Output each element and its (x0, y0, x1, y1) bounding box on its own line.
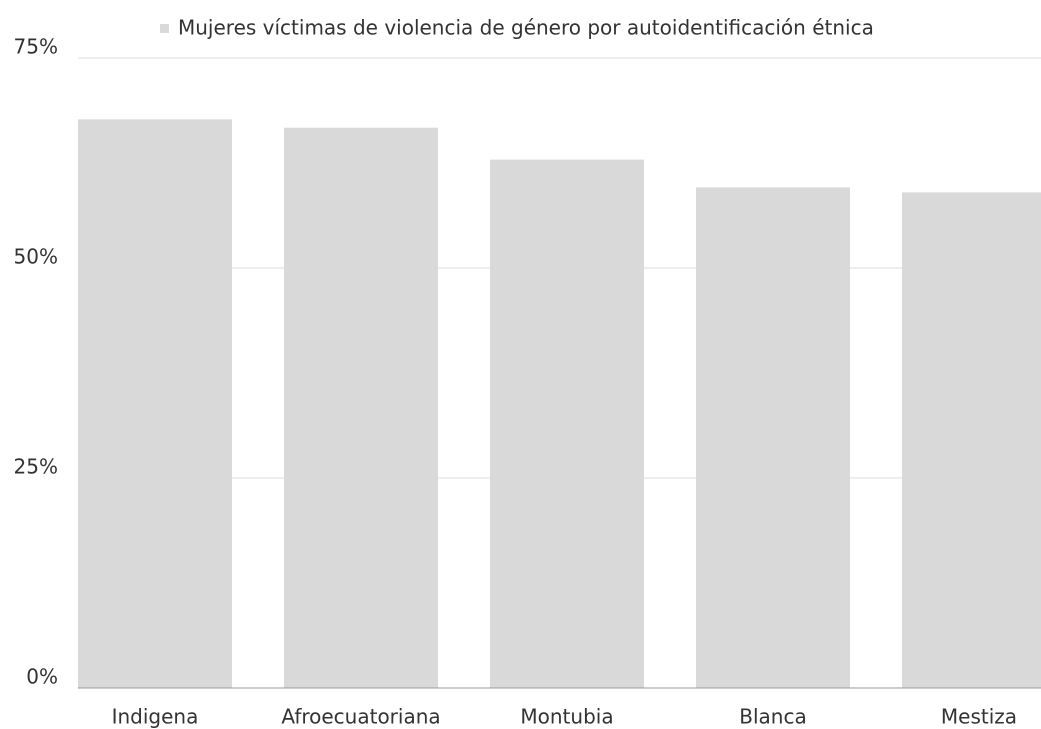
y-tick-label: 25% (14, 455, 58, 479)
bar (696, 187, 850, 689)
y-tick-label: 75% (14, 35, 58, 59)
x-tick-label: Afroecuatoriana (281, 705, 440, 729)
y-tick-label: 0% (26, 665, 58, 689)
x-tick-label: Mestiza (941, 705, 1017, 729)
legend-swatch (160, 24, 169, 33)
legend-label: Mujeres víctimas de violencia de género … (178, 16, 874, 40)
y-tick-label: 50% (14, 245, 58, 269)
bar (490, 159, 644, 688)
bar (284, 127, 438, 689)
bar (902, 192, 1041, 688)
bar (78, 119, 232, 688)
x-tick-label: Indigena (112, 705, 199, 729)
x-tick-label: Blanca (739, 705, 806, 729)
x-tick-label: Montubia (520, 705, 613, 729)
